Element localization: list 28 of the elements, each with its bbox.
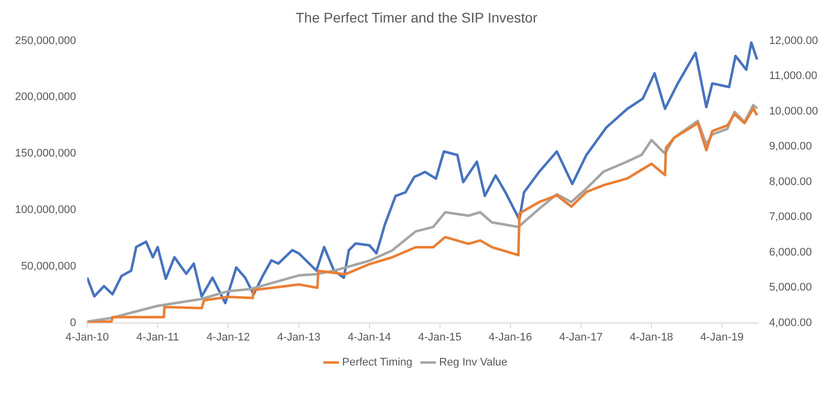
x-tick-label: 4-Jan-16 <box>488 331 532 344</box>
x-tick-label: 4-Jan-11 <box>136 331 179 344</box>
legend-label: Perfect Timing <box>342 356 412 369</box>
y2-tick-label: 9,000.00 <box>769 140 812 153</box>
y2-tick-label: 5,000.00 <box>769 282 812 294</box>
x-tick-label: 4-Jan-17 <box>559 331 603 344</box>
y2-tick-label: 6,000.00 <box>769 246 812 258</box>
x-tick-label: 4-Jan-18 <box>630 331 674 344</box>
x-tick-label: 4-Jan-19 <box>700 331 744 344</box>
x-tick-label: 4-Jan-12 <box>206 331 250 344</box>
y-tick-label: 150,000,000 <box>15 148 76 160</box>
y-tick-label: 0 <box>70 316 76 329</box>
y-tick-label: 200,000,000 <box>15 91 76 104</box>
x-tick-label: 4-Jan-14 <box>348 331 392 344</box>
y2-tick-label: 11,000.00 <box>769 70 818 82</box>
y2-tick-label: 10,000.00 <box>769 105 818 118</box>
legend-label: Reg Inv Value <box>439 356 508 369</box>
x-tick-label: 4-Jan-15 <box>418 331 462 344</box>
x-tick-label: 4-Jan-13 <box>277 331 321 344</box>
y2-tick-label: 8,000.00 <box>769 176 812 188</box>
y-tick-label: 250,000,000 <box>15 34 76 47</box>
x-tick-label: 4-Jan-10 <box>65 331 109 344</box>
y-tick-label: 100,000,000 <box>15 204 76 216</box>
y-tick-label: 50,000,000 <box>21 260 76 272</box>
y2-tick-label: 4,000.00 <box>769 316 812 329</box>
chart-title: The Perfect Timer and the SIP Investor <box>296 9 538 26</box>
y2-tick-label: 7,000.00 <box>769 211 812 224</box>
y2-tick-label: 12,000.00 <box>769 34 818 47</box>
